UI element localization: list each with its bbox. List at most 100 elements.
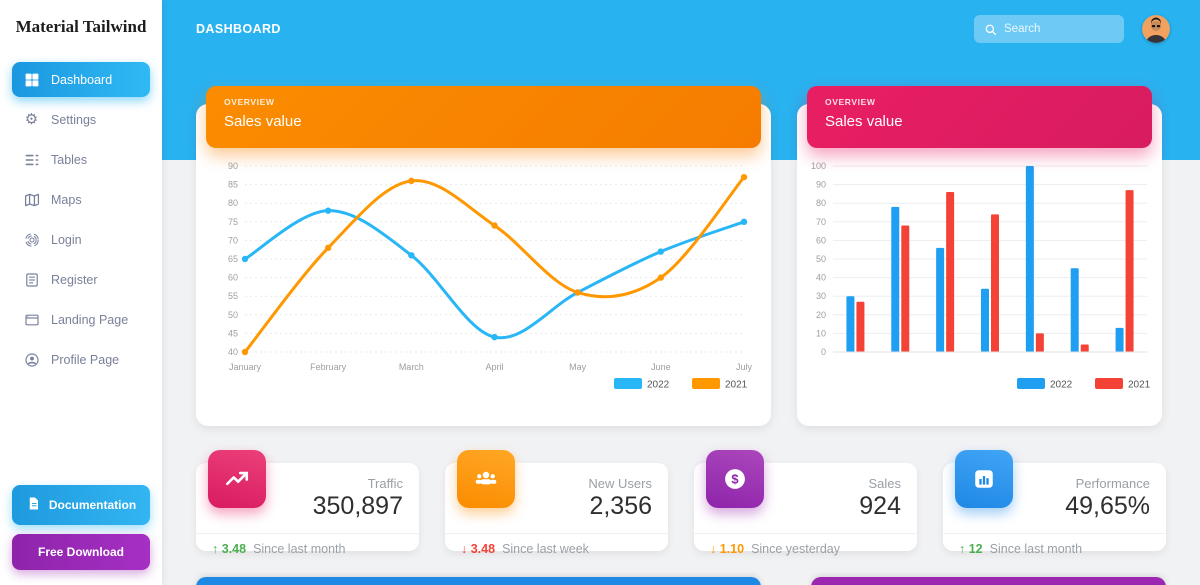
sidebar-item-label: Login: [51, 232, 82, 247]
svg-text:70: 70: [816, 217, 826, 227]
stat-value: 2,356: [589, 492, 652, 520]
stat-value: 924: [859, 492, 901, 520]
stat-footer: ↑ 3.48 Since last month: [196, 533, 419, 556]
svg-text:45: 45: [228, 328, 238, 338]
sidebar-item-label: Settings: [51, 112, 97, 127]
svg-text:100: 100: [811, 161, 826, 171]
sidebar-item-settings[interactable]: ⚙ Settings: [12, 102, 150, 137]
svg-text:0: 0: [821, 347, 826, 357]
stat-footer: ↓ 1.10 Since yesterday: [694, 533, 917, 556]
sidebar-item-label: Tables: [51, 152, 88, 167]
stat-period: Since last week: [502, 542, 589, 556]
stat-footer: ↓ 3.48 Since last week: [445, 533, 668, 556]
sidebar-item-tables[interactable]: Tables: [12, 142, 150, 177]
dashboard-icon: [23, 71, 40, 88]
clipboard-list-icon: [23, 271, 40, 288]
browser-window-icon: [23, 311, 40, 328]
sidebar-item-register[interactable]: Register: [12, 262, 150, 297]
stat-delta: ↑ 12: [959, 542, 983, 556]
documentation-button[interactable]: Documentation: [12, 485, 150, 525]
stat-body: Traffic 350,897: [196, 476, 419, 526]
stat-label: Sales: [868, 476, 901, 491]
sidebar-item-label: Profile Page: [51, 352, 120, 367]
sidebar-nav: Dashboard ⚙ Settings Tables: [0, 62, 162, 377]
svg-text:January: January: [229, 362, 262, 372]
sales-bar-chart-card: OVERVIEW Sales value 0 10 20 30 40 50 60 70 80 90…: [797, 86, 1162, 426]
sidebar-item-dashboard[interactable]: Dashboard: [12, 62, 150, 97]
stat-footer: ↑ 12 Since last month: [943, 533, 1166, 556]
svg-text:20: 20: [816, 310, 826, 320]
svg-text:70: 70: [228, 235, 238, 245]
stat-label: Performance: [1075, 476, 1150, 491]
search-box: [974, 15, 1124, 43]
stat-body: Performance 49,65%: [943, 476, 1166, 526]
sidebar-item-label: Landing Page: [51, 312, 129, 327]
stat-label: Traffic: [367, 476, 403, 491]
svg-text:February: February: [310, 362, 347, 372]
svg-text:2022: 2022: [647, 380, 670, 391]
sales-bar-chart: 0 10 20 30 40 50 60 70 80 90 100 2022 2021: [811, 161, 1151, 391]
avatar[interactable]: [1142, 15, 1170, 43]
stat-card-new-users: New Users 2,356 ↓ 3.48 Since last week: [445, 450, 668, 556]
svg-text:90: 90: [816, 180, 826, 190]
free-download-button-label: Free Download: [37, 545, 124, 559]
svg-text:July: July: [736, 362, 753, 372]
brand-title: Material Tailwind: [15, 17, 147, 36]
stat-delta: ↓ 3.48: [461, 542, 496, 556]
svg-text:2021: 2021: [725, 380, 748, 391]
svg-text:10: 10: [816, 328, 826, 338]
stat-period: Since last month: [253, 542, 346, 556]
svg-text:March: March: [399, 362, 424, 372]
users-icon: [457, 450, 515, 508]
stat-card-performance: Performance 49,65% ↑ 12 Since last month: [943, 450, 1166, 556]
stat-label: New Users: [588, 476, 652, 491]
svg-text:40: 40: [816, 273, 826, 283]
svg-text:75: 75: [228, 217, 238, 227]
bar-chart-header: OVERVIEW Sales value: [807, 86, 1152, 148]
svg-text:40: 40: [228, 347, 238, 357]
svg-text:50: 50: [228, 310, 238, 320]
svg-text:2021: 2021: [1128, 380, 1151, 391]
stat-value: 49,65%: [1065, 492, 1150, 520]
document-icon: [26, 496, 41, 514]
sidebar-item-profile-page[interactable]: Profile Page: [12, 342, 150, 377]
next-card-header-purple: [811, 577, 1166, 585]
stat-period: Since last month: [989, 542, 1083, 556]
svg-text:55: 55: [228, 291, 238, 301]
svg-text:May: May: [569, 362, 587, 372]
search-icon: [984, 23, 997, 36]
svg-text:2022: 2022: [1050, 380, 1073, 391]
topbar-right: [974, 15, 1170, 43]
svg-text:50: 50: [816, 254, 826, 264]
svg-text:June: June: [651, 362, 671, 372]
sidebar-item-landing-page[interactable]: Landing Page: [12, 302, 150, 337]
sales-line-chart-card: OVERVIEW Sales value 40 45 50 55 60 65 70 75 80 8…: [196, 86, 771, 426]
trending-up-icon: [208, 450, 266, 508]
search-input[interactable]: [1004, 23, 1104, 35]
line-chart-header: OVERVIEW Sales value: [206, 86, 761, 148]
sidebar-footer: Documentation Free Download: [0, 476, 162, 579]
free-download-button[interactable]: Free Download: [12, 534, 150, 570]
sidebar-item-label: Register: [51, 272, 98, 287]
main-content: DASHBOARD: [162, 0, 1200, 585]
stat-body: New Users 2,356: [445, 476, 668, 526]
stat-card-traffic: Traffic 350,897 ↑ 3.48 Since last month: [196, 450, 419, 556]
next-card-header-blue: [196, 577, 761, 585]
svg-text:90: 90: [228, 161, 238, 171]
bar-chart-title: Sales value: [825, 113, 903, 130]
sidebar-item-label: Maps: [51, 192, 82, 207]
documentation-button-label: Documentation: [48, 498, 137, 512]
fingerprint-icon: [23, 231, 40, 248]
page-title: DASHBOARD: [196, 22, 281, 36]
stat-value: 350,897: [312, 492, 403, 520]
svg-text:80: 80: [228, 198, 238, 208]
sidebar-item-maps[interactable]: Maps: [12, 182, 150, 217]
sidebar-item-login[interactable]: Login: [12, 222, 150, 257]
svg-text:60: 60: [816, 235, 826, 245]
stat-delta: ↑ 3.48: [212, 542, 247, 556]
charts-row: OVERVIEW Sales value 40 45 50 55 60 65 70 75 80 8…: [162, 86, 1200, 426]
svg-text:60: 60: [228, 273, 238, 283]
stat-body: Sales 924: [694, 476, 917, 526]
table-list-icon: [23, 151, 40, 168]
